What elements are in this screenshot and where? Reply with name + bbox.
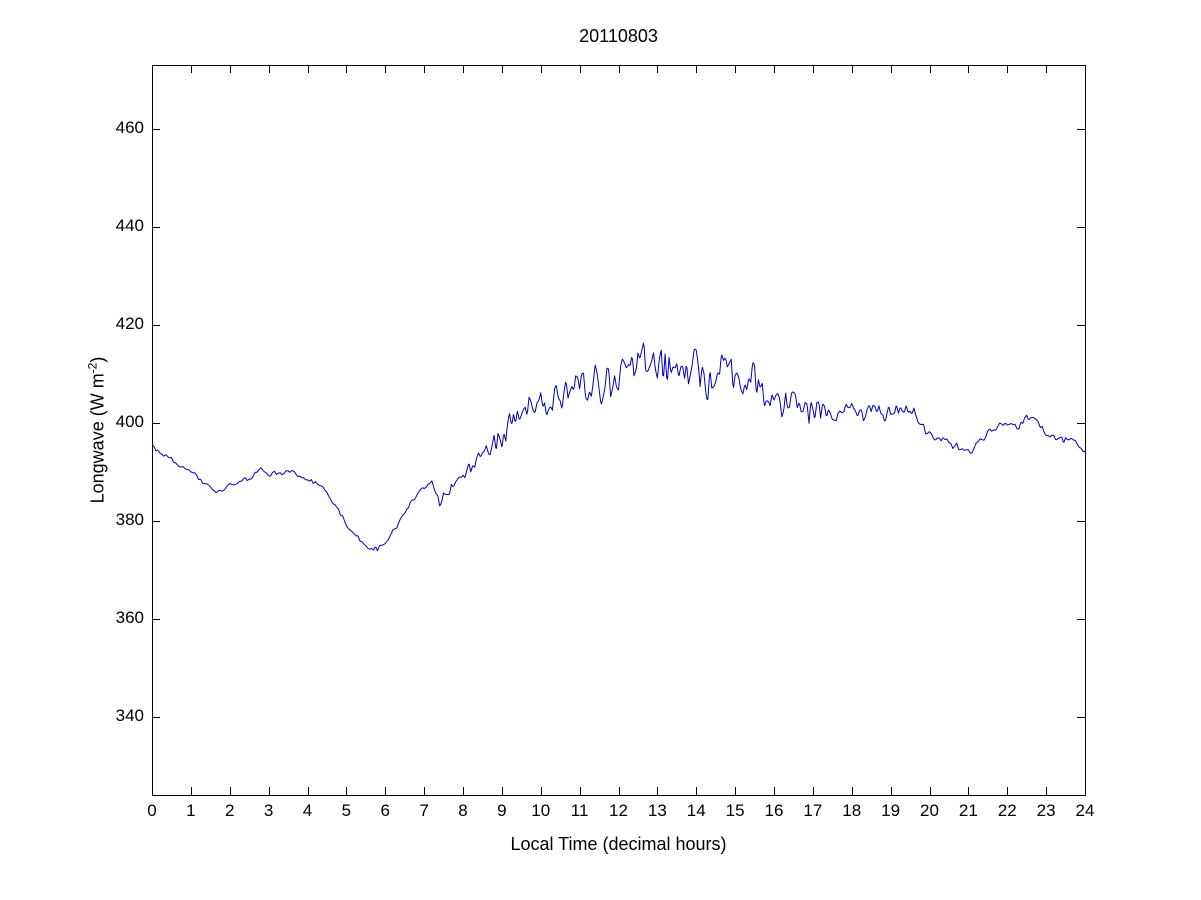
x-tick-label: 11 [570, 801, 589, 820]
x-tick-label: 14 [686, 801, 706, 820]
x-tick-label: 2 [225, 801, 235, 820]
x-axis-label: Local Time (decimal hours) [510, 834, 727, 854]
x-tick-label: 1 [186, 801, 196, 820]
x-tick-label: 13 [647, 801, 667, 820]
x-tick-label: 18 [842, 801, 862, 820]
x-tick-label: 17 [803, 801, 823, 820]
chart-title: 20110803 [579, 26, 658, 46]
y-tick-label: 400 [115, 411, 144, 431]
x-tick-label: 20 [920, 801, 939, 820]
x-tick-label: 7 [419, 801, 429, 820]
y-tick-label: 360 [115, 607, 144, 627]
x-tick-label: 19 [881, 801, 901, 820]
y-tick-label: 340 [115, 705, 144, 725]
y-axis-label-exponent: -2 [85, 362, 100, 374]
axes-box [152, 65, 1086, 796]
x-tick-label: 16 [764, 801, 784, 820]
x-tick-label: 9 [497, 801, 507, 820]
x-tick-label: 5 [341, 801, 352, 820]
y-tick-label: 460 [115, 117, 144, 137]
x-tick-label: 8 [458, 801, 468, 820]
x-tick-label: 4 [302, 801, 313, 820]
longwave-series-line [151, 342, 1086, 552]
x-tick-label: 0 [147, 801, 157, 820]
x-tick-label: 6 [380, 801, 390, 820]
y-axis-label-close: ) [87, 356, 108, 363]
x-tick-label: 21 [958, 801, 978, 820]
y-tick-label: 440 [115, 215, 144, 235]
x-tick-label: 23 [1036, 801, 1056, 820]
x-tick-label: 24 [1075, 801, 1095, 820]
x-tick-label: 12 [609, 801, 628, 820]
x-tick-label: 22 [997, 801, 1017, 820]
x-tick-label: 15 [725, 801, 745, 820]
y-tick-label: 420 [115, 313, 144, 333]
y-axis-label-text: Longwave (W m [87, 373, 108, 504]
x-tick-label: 10 [531, 801, 551, 820]
x-tick-label: 3 [263, 801, 274, 820]
y-tick-label: 380 [115, 509, 144, 529]
